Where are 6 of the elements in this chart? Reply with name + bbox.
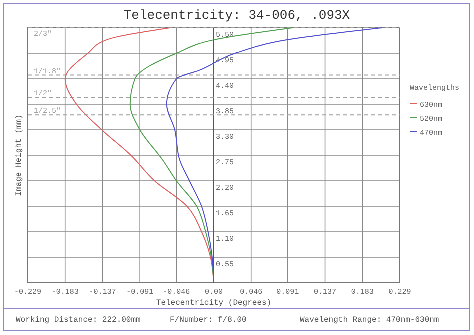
y-axis-title: Image Height (mm) [15,114,24,196]
x-axis-title: Telecentricity (Degrees) [156,299,272,308]
text: Working Distance: 222.00mm [16,316,142,325]
chart-title: Telecentricity: 34-006, .093X [124,8,350,23]
text: Wavelength Range: 470nm-630nm [300,316,440,325]
text: F/Number: f/8.00 [170,316,248,325]
